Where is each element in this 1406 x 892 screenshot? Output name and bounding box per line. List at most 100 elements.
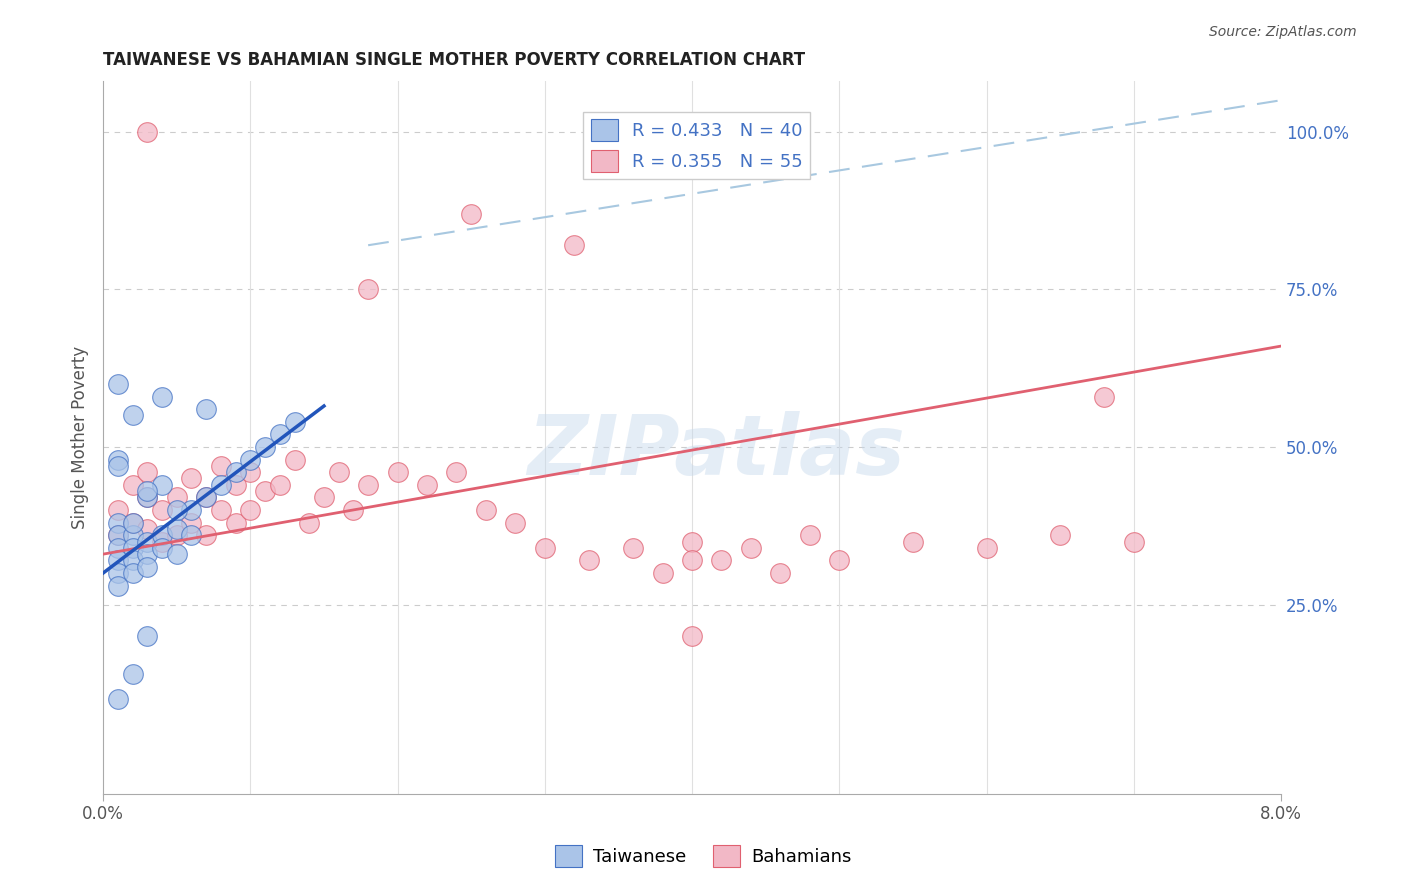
Point bbox=[166, 522, 188, 536]
Point bbox=[136, 522, 159, 536]
Point bbox=[107, 692, 129, 706]
Legend: Taiwanese, Bahamians: Taiwanese, Bahamians bbox=[547, 838, 859, 874]
Point bbox=[799, 528, 821, 542]
Point bbox=[150, 503, 173, 517]
Point bbox=[328, 465, 350, 479]
Point bbox=[121, 409, 143, 423]
Point bbox=[166, 503, 188, 517]
Point bbox=[901, 534, 924, 549]
Point bbox=[150, 528, 173, 542]
Point bbox=[136, 484, 159, 499]
Point bbox=[1122, 534, 1144, 549]
Point bbox=[254, 440, 277, 454]
Point bbox=[121, 516, 143, 530]
Text: ZIPatlas: ZIPatlas bbox=[527, 411, 904, 492]
Point bbox=[180, 471, 202, 485]
Point bbox=[387, 465, 409, 479]
Point bbox=[107, 528, 129, 542]
Point bbox=[121, 553, 143, 567]
Legend: R = 0.433   N = 40, R = 0.355   N = 55: R = 0.433 N = 40, R = 0.355 N = 55 bbox=[583, 112, 810, 179]
Point bbox=[681, 553, 703, 567]
Point bbox=[195, 402, 218, 417]
Point bbox=[621, 541, 644, 555]
Point bbox=[180, 516, 202, 530]
Point bbox=[121, 541, 143, 555]
Point bbox=[209, 477, 232, 491]
Point bbox=[239, 465, 262, 479]
Point bbox=[121, 516, 143, 530]
Point bbox=[121, 566, 143, 580]
Point bbox=[681, 534, 703, 549]
Point bbox=[283, 415, 305, 429]
Point bbox=[180, 528, 202, 542]
Point bbox=[107, 566, 129, 580]
Point bbox=[740, 541, 762, 555]
Point bbox=[107, 452, 129, 467]
Point bbox=[150, 534, 173, 549]
Point bbox=[107, 516, 129, 530]
Point bbox=[121, 477, 143, 491]
Point bbox=[107, 528, 129, 542]
Point bbox=[254, 484, 277, 499]
Point bbox=[107, 376, 129, 391]
Point bbox=[195, 491, 218, 505]
Point bbox=[298, 516, 321, 530]
Point bbox=[136, 629, 159, 643]
Point bbox=[769, 566, 792, 580]
Point bbox=[107, 579, 129, 593]
Point bbox=[312, 491, 335, 505]
Point bbox=[136, 559, 159, 574]
Text: TAIWANESE VS BAHAMIAN SINGLE MOTHER POVERTY CORRELATION CHART: TAIWANESE VS BAHAMIAN SINGLE MOTHER POVE… bbox=[103, 51, 806, 69]
Point bbox=[136, 491, 159, 505]
Point bbox=[342, 503, 364, 517]
Point bbox=[166, 547, 188, 561]
Point bbox=[150, 390, 173, 404]
Point bbox=[107, 553, 129, 567]
Point bbox=[121, 528, 143, 542]
Point bbox=[225, 516, 247, 530]
Point bbox=[107, 541, 129, 555]
Point bbox=[195, 528, 218, 542]
Y-axis label: Single Mother Poverty: Single Mother Poverty bbox=[72, 346, 89, 529]
Point bbox=[239, 452, 262, 467]
Point bbox=[209, 458, 232, 473]
Point bbox=[416, 477, 439, 491]
Point bbox=[651, 566, 673, 580]
Point bbox=[976, 541, 998, 555]
Point bbox=[136, 534, 159, 549]
Point bbox=[562, 238, 585, 252]
Point bbox=[710, 553, 733, 567]
Point bbox=[357, 477, 380, 491]
Point bbox=[269, 477, 291, 491]
Point bbox=[209, 503, 232, 517]
Point bbox=[239, 503, 262, 517]
Point bbox=[578, 553, 600, 567]
Point bbox=[460, 207, 482, 221]
Point bbox=[107, 458, 129, 473]
Point bbox=[136, 547, 159, 561]
Point bbox=[136, 125, 159, 139]
Point bbox=[150, 541, 173, 555]
Point bbox=[107, 503, 129, 517]
Point bbox=[828, 553, 851, 567]
Point bbox=[533, 541, 555, 555]
Point bbox=[505, 516, 527, 530]
Point bbox=[269, 427, 291, 442]
Point bbox=[283, 452, 305, 467]
Point bbox=[1092, 390, 1115, 404]
Point bbox=[166, 528, 188, 542]
Point bbox=[357, 282, 380, 296]
Point bbox=[166, 491, 188, 505]
Point bbox=[225, 465, 247, 479]
Text: Source: ZipAtlas.com: Source: ZipAtlas.com bbox=[1209, 25, 1357, 39]
Point bbox=[180, 503, 202, 517]
Point bbox=[121, 666, 143, 681]
Point bbox=[150, 477, 173, 491]
Point bbox=[136, 465, 159, 479]
Point bbox=[225, 477, 247, 491]
Point bbox=[1049, 528, 1071, 542]
Point bbox=[195, 491, 218, 505]
Point bbox=[136, 491, 159, 505]
Point bbox=[475, 503, 498, 517]
Point bbox=[446, 465, 468, 479]
